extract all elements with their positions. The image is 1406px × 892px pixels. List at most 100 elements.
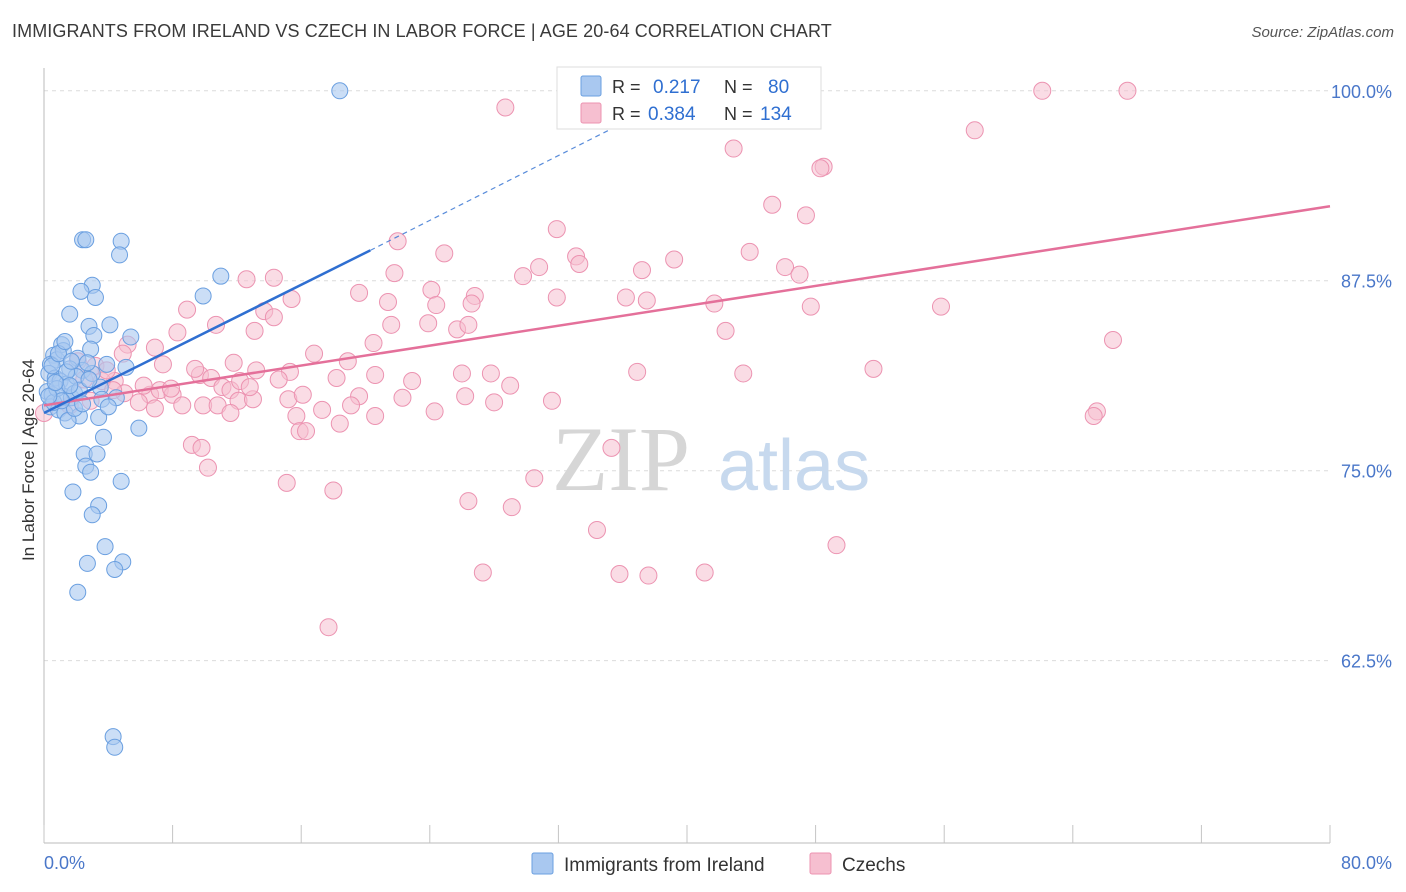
czechs-point [388, 232, 407, 251]
czechs-point [514, 267, 533, 286]
czechs-point [129, 393, 148, 412]
czechs-point [245, 321, 264, 340]
czechs-point [192, 438, 211, 457]
czechs-point [587, 520, 606, 539]
czechs-point [427, 296, 446, 315]
ireland-point [56, 333, 74, 351]
czechs-point [473, 563, 492, 582]
czechs-point [811, 159, 830, 178]
czechs-point [382, 315, 401, 334]
trend-lines [43, 90, 1331, 415]
x-tick-label-max: 80.0% [1341, 853, 1392, 873]
ireland-point [98, 355, 116, 373]
czechs-point [632, 261, 651, 280]
czechs-point [763, 195, 782, 214]
ireland-point [99, 398, 117, 416]
ireland-point [331, 82, 349, 100]
legend-n-label-ireland: N = [724, 77, 753, 97]
czechs-point [1084, 406, 1103, 425]
czechs-point [198, 458, 217, 477]
ireland-point [88, 445, 106, 463]
czechs-point [485, 393, 504, 412]
czechs-point [790, 265, 809, 284]
czechs-point [161, 379, 180, 398]
czechs-point [462, 294, 481, 313]
ireland-point [72, 282, 90, 300]
czechs-point [610, 565, 629, 584]
czechs-point [269, 370, 288, 389]
czechs-point [435, 244, 454, 263]
legend-r-label-czechs: R = [612, 104, 641, 124]
bottom-legend-swatch-ireland [531, 852, 554, 875]
ireland-point [64, 483, 82, 501]
czechs-point [724, 139, 743, 158]
czechs-point [364, 334, 383, 353]
czechs-point [827, 536, 846, 555]
czechs-point [530, 258, 549, 277]
czechs-point [481, 364, 500, 383]
czechs-point [501, 376, 520, 395]
czechs-point [542, 391, 561, 410]
y-tick-labels: 62.5% 75.0% 87.5% 100.0% [1331, 82, 1392, 672]
czechs-point [425, 402, 444, 421]
czechs-point [639, 566, 658, 585]
y-tick-label: 75.0% [1341, 462, 1392, 482]
czechs-point [1033, 81, 1052, 100]
ireland-point [96, 538, 114, 556]
ireland-point [61, 377, 79, 395]
czechs-point [1118, 81, 1137, 100]
legend-r-label-ireland: R = [612, 77, 641, 97]
bottom-legend-label-ireland: Immigrants from Ireland [564, 855, 765, 876]
czechs-point [385, 264, 404, 283]
watermark-atlas: atlas [718, 426, 870, 506]
czechs-point [403, 372, 422, 391]
czechs-point [740, 242, 759, 261]
ireland-trend-line [43, 249, 371, 415]
czechs-point [422, 280, 441, 299]
czechs-point [366, 406, 385, 425]
legend-n-label-czechs: N = [724, 104, 753, 124]
czechs-point [305, 344, 324, 363]
czechs-point [716, 321, 735, 340]
czechs-point [602, 438, 621, 457]
czechs-point [178, 300, 197, 319]
czechs-point [237, 270, 256, 289]
ireland-point [78, 354, 96, 372]
legend-swatch-ireland [580, 75, 602, 97]
czechs-point [324, 481, 343, 500]
ireland-point [77, 231, 95, 249]
czechs-point [637, 291, 656, 310]
bottom-legend-swatch-czechs [809, 852, 832, 875]
czechs-trend-line [43, 205, 1331, 407]
czechs-point [145, 338, 164, 357]
czechs-point [240, 378, 259, 397]
ireland-point [101, 316, 119, 334]
czechs-point [496, 98, 515, 117]
legend: R = 0.217 N = 80 R = 0.384 N = 134 [556, 66, 822, 130]
czechs-point [338, 352, 357, 371]
czechs-point [173, 396, 192, 415]
legend-r-value-czechs: 0.384 [648, 104, 696, 125]
czechs-point [145, 399, 164, 418]
watermark-zip: ZIP [552, 408, 690, 510]
ireland-point [106, 738, 124, 756]
czechs-point [931, 297, 950, 316]
legend-n-value-ireland: 80 [768, 77, 789, 98]
czechs-point [168, 323, 187, 342]
y-tick-label: 87.5% [1341, 272, 1392, 292]
ireland-point [194, 287, 212, 305]
ireland-point [106, 560, 124, 578]
czechs-point [628, 362, 647, 381]
czechs-point [459, 315, 478, 334]
czechs-point [350, 283, 369, 302]
czechs-point [419, 314, 438, 333]
chart-title: IMMIGRANTS FROM IRELAND VS CZECH IN LABO… [12, 21, 832, 41]
ireland-point [46, 374, 64, 392]
czechs-point [695, 563, 714, 582]
czechs-point [459, 492, 478, 511]
legend-swatch-czechs [580, 102, 602, 124]
ireland-point [61, 305, 79, 323]
ireland-point [62, 352, 80, 370]
czechs-point [801, 297, 820, 316]
czechs-point [547, 288, 566, 307]
